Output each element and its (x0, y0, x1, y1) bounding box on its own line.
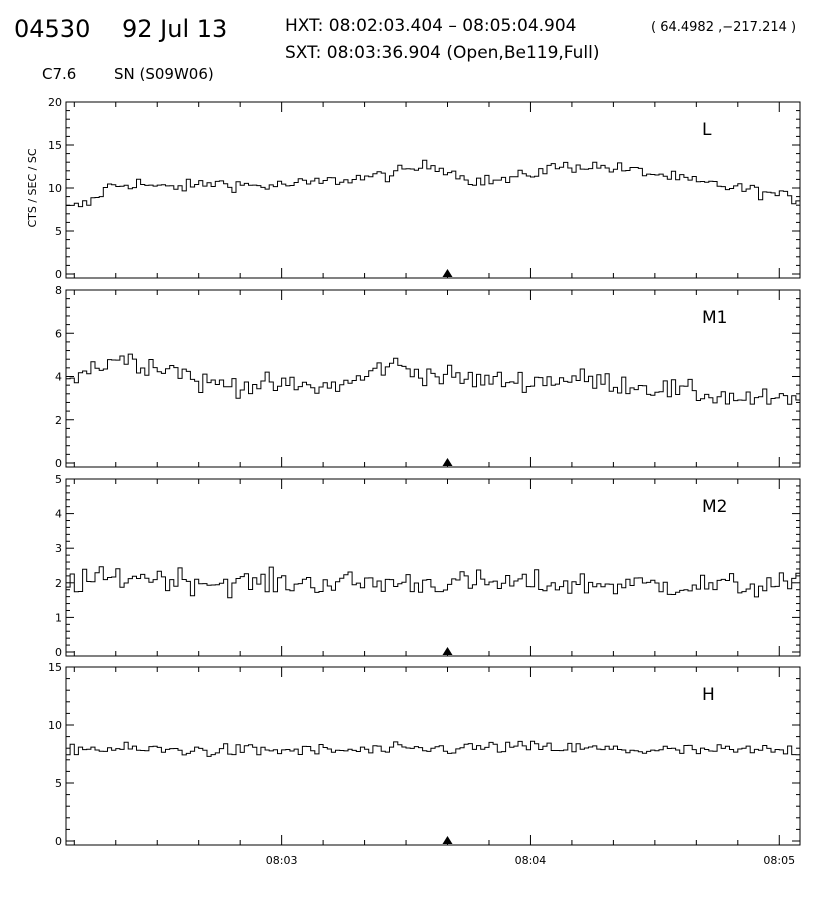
plot-frame (65, 478, 801, 657)
y-tick-label: 20 (48, 96, 62, 109)
y-tick-label: 2 (55, 577, 62, 590)
y-tick-label: 10 (48, 182, 62, 195)
lightcurve-h (66, 740, 800, 757)
time-marker (442, 836, 453, 844)
plot-frame (65, 666, 801, 846)
hxt-time-range: HXT: 08:02:03.404 – 08:05:04.904 (285, 16, 577, 36)
time-marker (442, 458, 453, 466)
time-marker (442, 647, 453, 655)
y-tick-label: 0 (55, 646, 62, 659)
y-tick-label: 10 (48, 719, 62, 732)
y-tick-label: 8 (55, 284, 62, 297)
y-tick-label: 6 (55, 327, 62, 340)
panel-h: 0 5 10 15 08:03 08:04 08:05 H (48, 661, 801, 867)
event-id: 04530 (14, 15, 90, 43)
time-marker (442, 269, 453, 277)
panel-m2: 0 1 2 3 4 5 M2 (55, 473, 801, 659)
y-tick-label: 0 (55, 835, 62, 848)
plot-frame (65, 101, 801, 279)
y-axis-label: CTS / SEC / SC (26, 148, 39, 227)
panel-l: 0 5 10 15 20 L (48, 96, 801, 281)
y-tick-label: 15 (48, 139, 62, 152)
lightcurve-m2 (66, 566, 800, 599)
y-tick-label: 5 (55, 473, 62, 486)
x-tick-label: 08:03 (266, 854, 298, 867)
y-tick-label: 4 (55, 371, 62, 384)
plot-frame (65, 289, 801, 468)
channel-label: M1 (702, 308, 727, 328)
sxt-time-info: SXT: 08:03:36.904 (Open,Be119,Full) (285, 43, 600, 63)
coordinates: ( 64.4982 ,−217.214 ) (651, 20, 796, 35)
panels: 0 5 10 15 20 L 0 2 4 6 8 M1 0 1 2 3 4 5 M2 0 5 10 15 08:03 08:04… (48, 96, 801, 867)
y-tick-label: 15 (48, 661, 62, 674)
x-tick-label: 08:05 (763, 854, 795, 867)
y-tick-label: 0 (55, 268, 62, 281)
goes-class: C7.6 (42, 65, 76, 83)
x-tick-label: 08:04 (515, 854, 547, 867)
channel-label: M2 (702, 497, 727, 517)
y-tick-label: 5 (55, 225, 62, 238)
lightcurve-l (66, 159, 800, 208)
channel-label: L (702, 120, 712, 140)
y-tick-label: 5 (55, 777, 62, 790)
flare-location: SN (S09W06) (114, 65, 214, 83)
event-date: 92 Jul 13 (122, 15, 227, 43)
y-tick-label: 0 (55, 457, 62, 470)
y-tick-label: 3 (55, 542, 62, 555)
y-tick-label: 4 (55, 508, 62, 521)
panel-m1: 0 2 4 6 8 M1 (55, 284, 801, 470)
lightcurve-m1 (66, 353, 800, 405)
channel-label: H (702, 685, 715, 705)
y-tick-label: 1 (55, 611, 62, 624)
y-tick-label: 2 (55, 414, 62, 427)
